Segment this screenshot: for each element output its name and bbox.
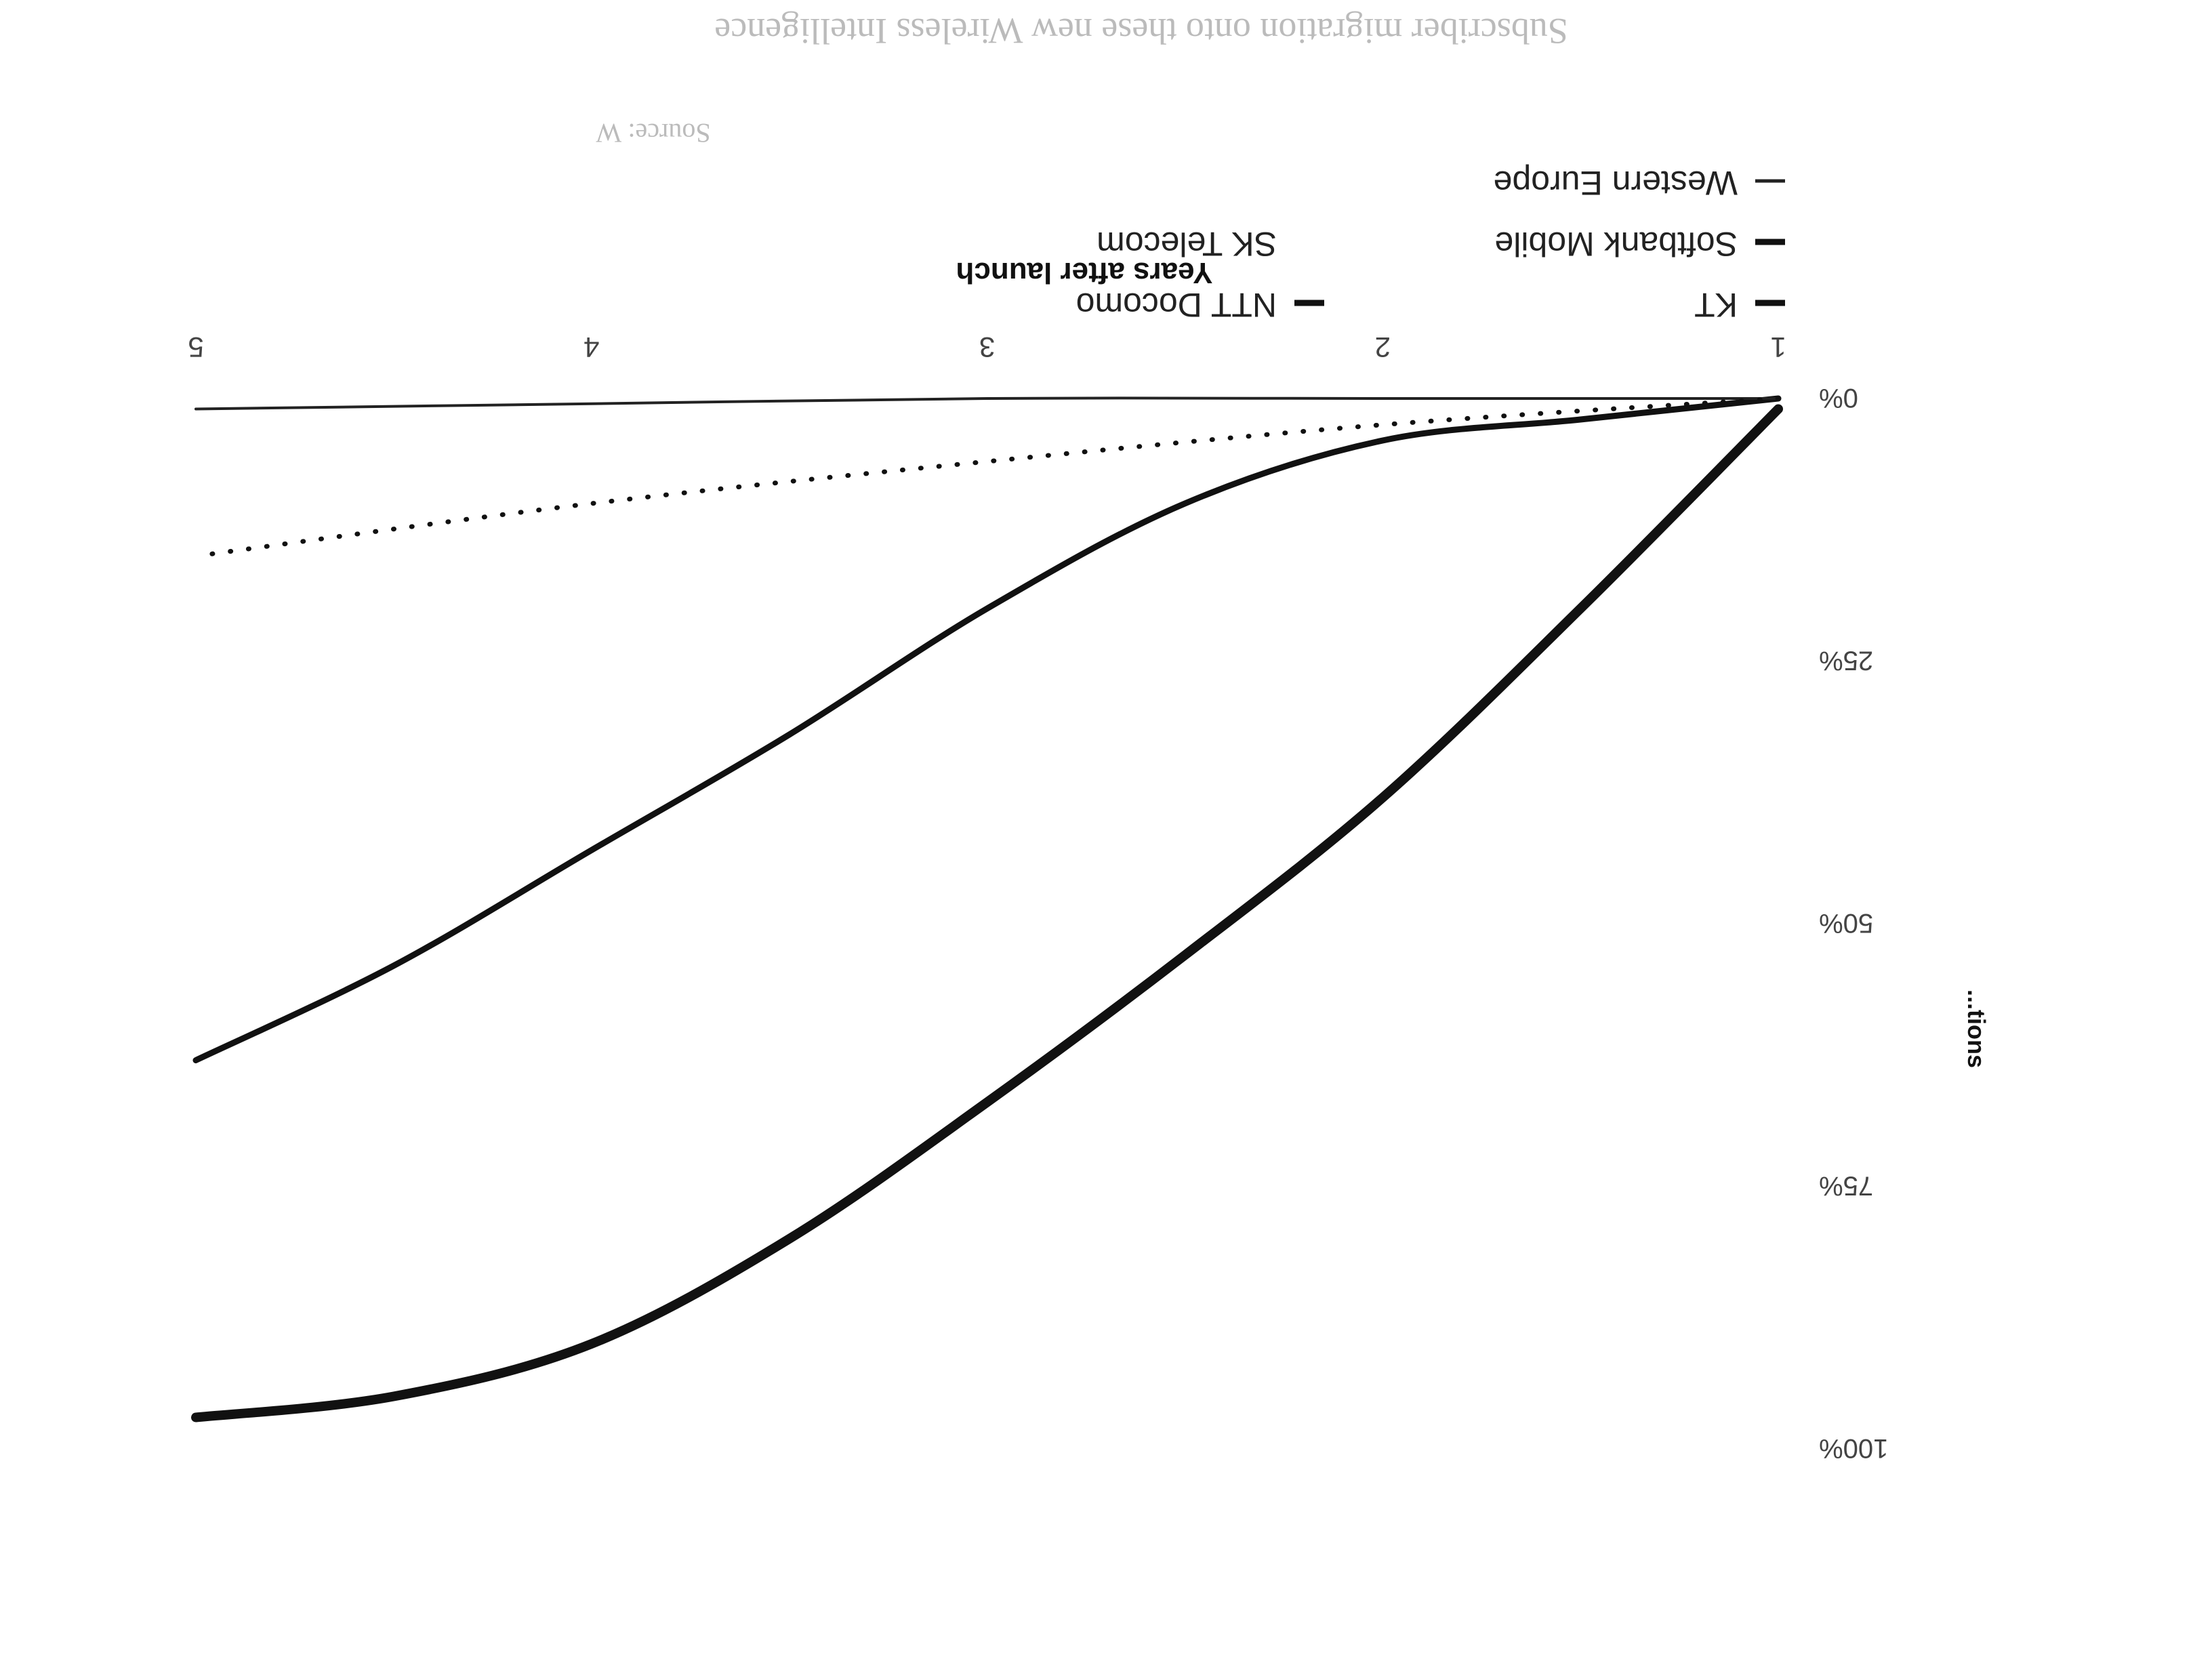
series-line-western-europe xyxy=(194,396,1780,411)
y-tick-label: 75% xyxy=(1819,1171,1873,1201)
x-axis-label: Years after launch xyxy=(956,256,1212,289)
x-tick-label: 5 xyxy=(188,331,203,363)
series-line-softbank-mobile xyxy=(192,395,1782,1063)
legend-label: Western Europe xyxy=(1494,164,1738,202)
series-line-ntt-docomo xyxy=(193,396,1781,558)
y-tick-label: 0% xyxy=(1819,383,1858,413)
legend-label: SK Telecom xyxy=(1097,225,1277,263)
y-axis-label: ...tions xyxy=(1963,989,1990,1068)
chart-rotated-group: Years after launch ...tions 1 2 3 4 5 0% 25% 5… xyxy=(188,11,1990,1463)
y-tick-label: 50% xyxy=(1819,908,1873,938)
x-tick-label: 2 xyxy=(1375,331,1391,363)
series-line-kt xyxy=(191,404,1783,1422)
legend: KT Softbank Mobile Western Europe NTT Docom… xyxy=(1076,164,1785,324)
y-axis-ticks: 0% 25% 50% 75% 100% xyxy=(1819,383,1888,1463)
margin-top-text: Subscriber migration onto these new Wire… xyxy=(714,11,1568,52)
legend-label: Softbank Mobile xyxy=(1494,225,1738,263)
y-tick-label: 100% xyxy=(1819,1433,1888,1463)
x-tick-label: 1 xyxy=(1770,331,1786,363)
margin-source-text: Source: W xyxy=(596,118,710,148)
series-layer xyxy=(191,395,1783,1422)
legend-label: NTT Docomo xyxy=(1076,286,1277,324)
legend-label: KT xyxy=(1694,286,1738,324)
x-tick-label: 4 xyxy=(583,331,599,363)
y-tick-label: 25% xyxy=(1819,646,1873,676)
x-tick-label: 3 xyxy=(979,331,995,363)
x-axis-ticks: 1 2 3 4 5 xyxy=(188,331,1786,363)
